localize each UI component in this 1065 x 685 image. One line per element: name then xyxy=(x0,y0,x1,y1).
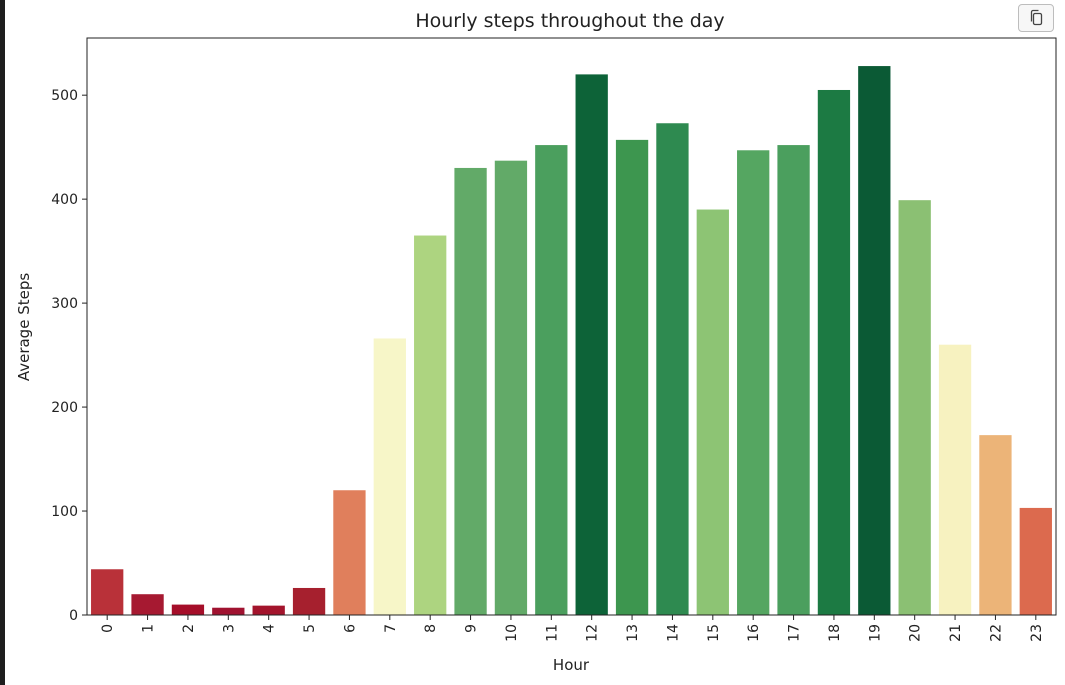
bar-hour-23 xyxy=(1019,507,1052,615)
x-tick-label: 17 xyxy=(787,624,803,642)
x-tick-label: 14 xyxy=(665,624,681,642)
x-axis: 0 1 2 3 4 5 6 7 8 9 10 11 12 13 14 15 16 17 18 19 20 21 22 23 xyxy=(100,615,1045,642)
x-tick-label: 8 xyxy=(423,624,439,633)
bar-hour-10 xyxy=(494,160,528,615)
bar-hour-5 xyxy=(292,587,326,615)
y-axis: 0 100 200 300 400 500 xyxy=(51,88,87,624)
x-tick-label: 4 xyxy=(262,624,278,633)
bar-hour-12 xyxy=(575,74,608,615)
x-tick-label: 11 xyxy=(544,624,560,642)
x-tick-label: 21 xyxy=(948,624,964,642)
y-axis-label: Average Steps xyxy=(15,273,33,382)
x-tick-label: 9 xyxy=(464,624,480,633)
x-tick-label: 12 xyxy=(585,624,601,642)
x-tick-label: 20 xyxy=(908,624,924,642)
window-edge xyxy=(0,0,5,685)
bar-hour-20 xyxy=(898,200,931,615)
y-tick-label: 500 xyxy=(51,88,78,104)
bar-hour-15 xyxy=(696,209,729,616)
bar-hour-22 xyxy=(979,435,1012,615)
y-tick-label: 100 xyxy=(51,504,78,520)
x-tick-label: 16 xyxy=(746,624,762,642)
x-tick-label: 5 xyxy=(302,624,318,633)
bar-hour-13 xyxy=(615,139,649,615)
x-axis-label: Hour xyxy=(553,656,590,674)
bar-hour-1 xyxy=(131,594,164,615)
bar-hour-9 xyxy=(454,167,487,615)
y-tick-label: 400 xyxy=(51,192,78,208)
x-tick-label: 19 xyxy=(867,624,883,642)
y-tick-label: 0 xyxy=(69,608,78,624)
bar-hour-17 xyxy=(777,145,810,615)
x-tick-label: 7 xyxy=(383,624,399,633)
bars xyxy=(91,66,1052,616)
y-tick-label: 200 xyxy=(51,400,78,416)
bar-hour-14 xyxy=(656,123,689,615)
copy-icon xyxy=(1030,9,1043,26)
copy-button[interactable] xyxy=(1018,4,1054,32)
x-tick-label: 2 xyxy=(181,624,197,633)
x-tick-label: 15 xyxy=(706,624,722,642)
chart-title: Hourly steps throughout the day xyxy=(415,10,724,32)
bar-hour-18 xyxy=(817,89,851,616)
bar-hour-19 xyxy=(858,66,891,615)
x-tick-label: 13 xyxy=(625,624,641,642)
bar-hour-11 xyxy=(535,145,568,615)
bar-hour-16 xyxy=(737,150,770,615)
bar-hour-6 xyxy=(333,490,366,615)
bar-hour-3 xyxy=(212,607,245,615)
x-tick-label: 1 xyxy=(141,624,157,633)
x-tick-label: 22 xyxy=(988,624,1004,642)
y-tick-label: 300 xyxy=(51,296,78,312)
x-tick-label: 23 xyxy=(1029,624,1045,642)
bar-hour-0 xyxy=(91,569,124,615)
x-tick-label: 3 xyxy=(221,624,237,633)
bar-hour-8 xyxy=(414,235,447,615)
bar-hour-21 xyxy=(938,344,972,615)
x-tick-label: 0 xyxy=(100,624,116,633)
plot-frame xyxy=(86,37,1057,616)
x-tick-label: 18 xyxy=(827,624,843,642)
bar-hour-2 xyxy=(171,604,205,615)
x-tick-label: 10 xyxy=(504,624,520,642)
bar-hour-7 xyxy=(373,338,406,615)
bar-hour-4 xyxy=(252,605,285,615)
x-tick-label: 6 xyxy=(342,624,358,633)
